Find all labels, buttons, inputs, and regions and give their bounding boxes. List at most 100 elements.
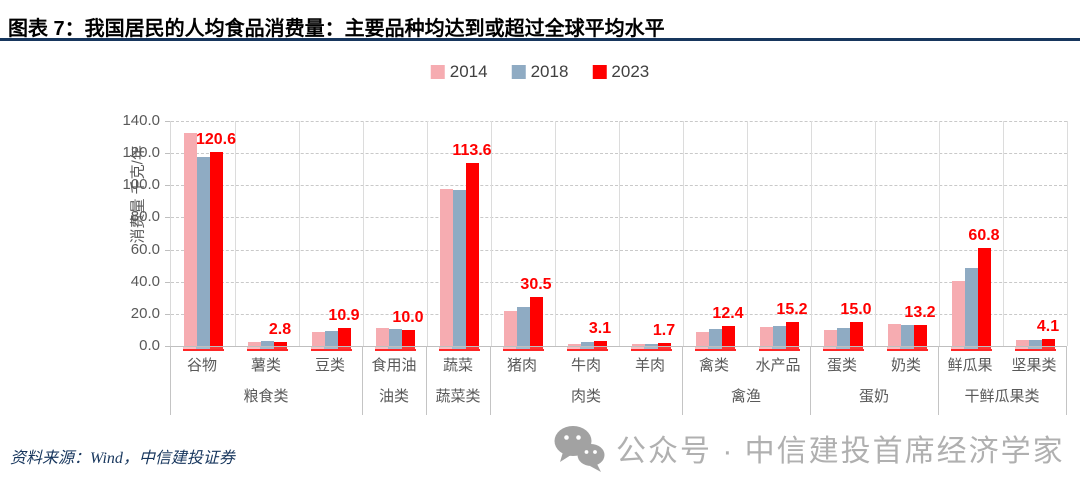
y-tick-mark <box>165 153 170 155</box>
group-separator <box>810 346 811 415</box>
bar-value-label: 120.6 <box>195 131 237 149</box>
bar-base-strip <box>822 347 864 351</box>
bar-base-segment <box>630 347 645 349</box>
category-column-蛋类: 15.0 <box>811 121 876 351</box>
bar-base-segment <box>273 347 288 349</box>
bar-2014-猪肉 <box>503 311 517 346</box>
bar-base-segment <box>977 347 992 349</box>
category-label-薯类: 薯类 <box>250 357 281 374</box>
bar-2023-禽类 <box>721 326 735 346</box>
bar-base-segment <box>438 347 453 349</box>
category-column-鲜瓜果: 60.8 <box>939 121 1004 351</box>
category-label-蛋类: 蛋类 <box>826 357 857 374</box>
bar-2014-羊肉 <box>631 344 645 346</box>
category-column-豆类: 10.9 <box>299 121 364 351</box>
category-column-奶类: 13.2 <box>875 121 940 351</box>
bar-base-segment <box>1014 347 1029 349</box>
bar-value-label: 15.2 <box>776 300 808 318</box>
bar-value-label: 113.6 <box>452 142 492 160</box>
bar-2014-坚果类 <box>1015 340 1029 346</box>
group-label-粮食类: 粮食类 <box>243 388 289 405</box>
bar-2023-蛋类 <box>849 321 863 346</box>
bar-base-segment <box>516 347 530 349</box>
legend-swatch-2018 <box>511 65 526 79</box>
bar-2018-食用油 <box>388 329 402 346</box>
legend-item-2023: 2023 <box>592 62 649 82</box>
bar-2018-水产品 <box>772 325 786 346</box>
bar-2023-食用油 <box>401 329 415 346</box>
category-column-猪肉: 30.5 <box>491 121 556 351</box>
group-label-肉类: 肉类 <box>570 388 601 405</box>
bar-base-strip <box>374 347 416 351</box>
y-tick-label: 120.0 <box>122 144 160 162</box>
bar-value-label: 30.5 <box>520 275 552 293</box>
bar-2023-鲜瓜果 <box>977 248 991 346</box>
bar-base-segment <box>785 347 800 349</box>
y-tick-label: 140.0 <box>122 112 160 129</box>
bar-2014-禽类 <box>695 331 709 346</box>
chart-legend: 2014 2018 2023 <box>430 62 649 82</box>
bar-base-strip <box>246 347 288 351</box>
bar-value-label: 10.9 <box>328 307 360 325</box>
category-column-蔬菜: 113.6 <box>427 121 492 351</box>
group-separator <box>490 346 491 415</box>
bar-2014-豆类 <box>311 332 325 346</box>
bar-2023-蔬菜 <box>465 163 479 346</box>
bar-value-label: 2.8 <box>268 320 292 338</box>
bar-2018-鲜瓜果 <box>964 267 978 346</box>
bar-base-segment <box>374 347 389 349</box>
category-label-羊肉: 羊肉 <box>634 357 665 374</box>
category-column-坚果类: 4.1 <box>1003 121 1068 351</box>
group-separator <box>170 346 171 415</box>
bar-base-segment <box>644 347 658 349</box>
legend-label-2014: 2014 <box>449 62 488 81</box>
bar-value-label: 60.8 <box>968 227 1000 245</box>
bar-base-segment <box>260 347 274 349</box>
bar-base-segment <box>694 347 709 349</box>
bar-2018-蛋类 <box>836 328 850 346</box>
y-tick-mark <box>165 281 170 283</box>
bar-2023-猪肉 <box>529 296 543 346</box>
watermark: 公众号 · 中信建投首席经济学家 <box>552 424 1065 472</box>
y-tick-mark <box>165 346 170 347</box>
bar-base-segment <box>502 347 517 349</box>
group-label-蛋奶: 蛋奶 <box>858 388 889 405</box>
bar-2018-羊肉 <box>644 343 658 346</box>
bar-base-strip <box>1014 347 1056 351</box>
group-label-蔬菜类: 蔬菜类 <box>435 388 481 405</box>
bar-base-segment <box>1028 347 1042 349</box>
title-divider <box>0 38 1080 41</box>
bar-base-segment <box>1041 347 1056 349</box>
bar-2023-水产品 <box>785 321 799 346</box>
bar-2018-薯类 <box>260 340 274 346</box>
group-separator <box>362 346 363 415</box>
bar-value-label: 1.7 <box>652 322 676 340</box>
bar-base-segment <box>772 347 786 349</box>
category-label-猪肉: 猪肉 <box>506 357 537 374</box>
source-note: 资料来源：Wind，中信建投证券 <box>10 450 235 467</box>
bar-base-segment <box>708 347 722 349</box>
group-separator <box>938 346 939 415</box>
category-label-坚果类: 坚果类 <box>1011 357 1057 374</box>
bar-base-strip <box>950 347 992 351</box>
category-label-水产品: 水产品 <box>755 357 801 374</box>
legend-item-2014: 2014 <box>430 62 488 82</box>
category-column-谷物: 120.6 <box>171 121 237 351</box>
bar-2018-坚果类 <box>1028 339 1042 346</box>
category-label-豆类: 豆类 <box>314 357 345 374</box>
wechat-icon <box>554 426 605 472</box>
bar-2014-谷物 <box>183 133 197 346</box>
bar-2018-禽类 <box>708 329 722 346</box>
bar-base-strip <box>694 347 736 351</box>
bar-base-segment <box>593 347 608 349</box>
legend-swatch-2014 <box>430 65 445 79</box>
bar-2018-蔬菜 <box>452 189 466 346</box>
figure-title: 图表 7：我国居民的人均食品消费量：主要品种均达到或超过全球平均水平 <box>8 18 665 40</box>
bar-2014-水产品 <box>759 327 773 346</box>
group-label-禽渔: 禽渔 <box>730 388 761 405</box>
y-tick-label: 80.0 <box>130 208 160 226</box>
category-column-水产品: 15.2 <box>747 121 812 351</box>
bar-2023-奶类 <box>913 324 927 346</box>
watermark-text: 公众号 · 中信建投首席经济学家 <box>616 435 1065 468</box>
bar-base-strip <box>886 347 928 351</box>
